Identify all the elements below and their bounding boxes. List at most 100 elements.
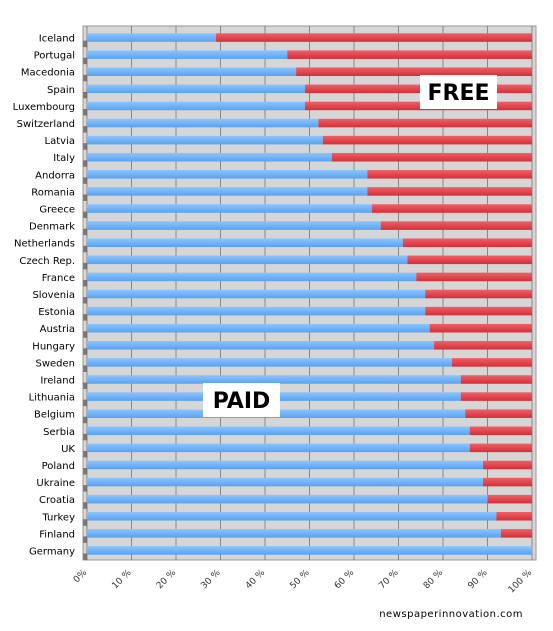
x-tick-label: 90 % [466,568,490,592]
bar-paid [87,187,368,196]
bar-free [425,289,532,299]
bar-paid [87,152,332,162]
bar-base-shadow [83,143,87,150]
bar-paid [87,477,484,487]
x-tick-label: 40 % [244,568,268,592]
bar-base-shadow [83,40,87,48]
bar-base-shadow [83,519,87,526]
bar-base-shadow [83,314,87,321]
bar-paid [87,546,532,555]
bar-base-shadow [83,450,87,458]
category-label: Luxembourg [13,102,75,113]
category-label: Czech Rep. [19,256,75,267]
bar-base-shadow [83,502,87,509]
category-label: France [42,273,75,284]
category-label: Croatia [39,495,75,506]
x-tick-labels: 0% 10 % 20 % 30 % 40 % 50 % 60 % 70 % 80 % 90 % 10… [72,568,534,596]
bar-free [469,443,532,453]
x-tick-label: 20 % [155,568,179,592]
category-label: Romania [31,187,75,198]
bar-free [460,375,532,384]
bar-paid [87,84,306,94]
bar-free [416,272,532,282]
category-label: Iceland [39,34,75,45]
bar-free [367,170,532,179]
x-tick-label: 50 % [288,568,312,592]
category-label: Belgium [34,410,75,421]
category-label: Andorra [35,170,75,181]
x-tick-label: 30 % [199,568,223,592]
bar-base-shadow [83,536,87,543]
bar-free [305,101,532,111]
category-label: Serbia [43,427,75,438]
bar-base-shadow [83,126,87,133]
category-label: UK [61,444,75,455]
bar-base-shadow [83,433,87,441]
bar-free [496,511,532,521]
bar-base-shadow [83,194,87,201]
bar-paid [87,426,470,436]
bar-paid [87,460,484,470]
category-label: Estonia [38,307,75,318]
bar-paid [87,289,426,299]
bar-base-shadow [83,108,87,116]
category-label: Netherlands [14,239,75,250]
bar-base-shadow [83,262,87,270]
bar-free [402,238,532,247]
bar-base-shadow [83,382,87,390]
bar-paid [87,358,452,367]
bar-paid [87,101,306,111]
x-tick-label: 60 % [333,568,357,592]
category-label: Ukraine [36,478,75,489]
bar-paid [87,221,381,230]
bar-free [483,477,532,487]
category-label: Macedonia [21,68,75,79]
bar-base-shadow [83,91,87,99]
bar-base-shadow [83,211,87,219]
bar-paid [87,375,461,384]
x-tick-label: 80 % [422,568,446,592]
bar-paid [87,33,217,42]
bar-free [487,494,532,504]
bar-free [483,460,532,470]
category-label: Ireland [40,375,75,386]
category-labels: Iceland Portugal Macedonia Spain Luxembourg S… [13,34,76,558]
bar-base-shadow [83,416,87,424]
bar-paid [87,323,430,333]
category-label: Switzerland [17,119,75,130]
bar-base-shadow [83,228,87,236]
bar-base-shadow [83,297,87,304]
category-label: Germany [29,546,75,557]
bar-paid [87,204,372,213]
category-label: Turkey [41,512,75,523]
bar-free [465,409,532,418]
bar-free [429,323,532,333]
bar-paid [87,67,297,77]
paid-callout: PAID [203,383,280,417]
category-label: Slovenia [32,290,75,301]
bar-base-shadow [83,279,87,287]
bar-free [434,341,532,350]
bar-paid [87,306,426,316]
bar-paid [87,272,417,282]
bar-paid [87,118,319,128]
category-label: Spain [47,85,75,96]
bar-free [425,306,532,316]
bar-free [407,255,532,265]
category-label: Denmark [29,222,75,233]
category-label: Hungary [32,341,75,352]
bar-free [500,529,532,538]
bar-base-shadow [83,553,87,560]
bar-free [331,152,532,162]
bar-free [380,221,532,230]
category-label: Italy [53,153,75,164]
paid-callout-box [203,383,280,417]
bar-free [367,187,532,196]
bar-base-shadow [83,365,87,372]
bar-free [216,33,533,42]
x-tick-label: 100 % [507,568,535,596]
category-label: Poland [42,461,75,472]
bar-paid [87,529,501,538]
bar-free [318,118,532,128]
